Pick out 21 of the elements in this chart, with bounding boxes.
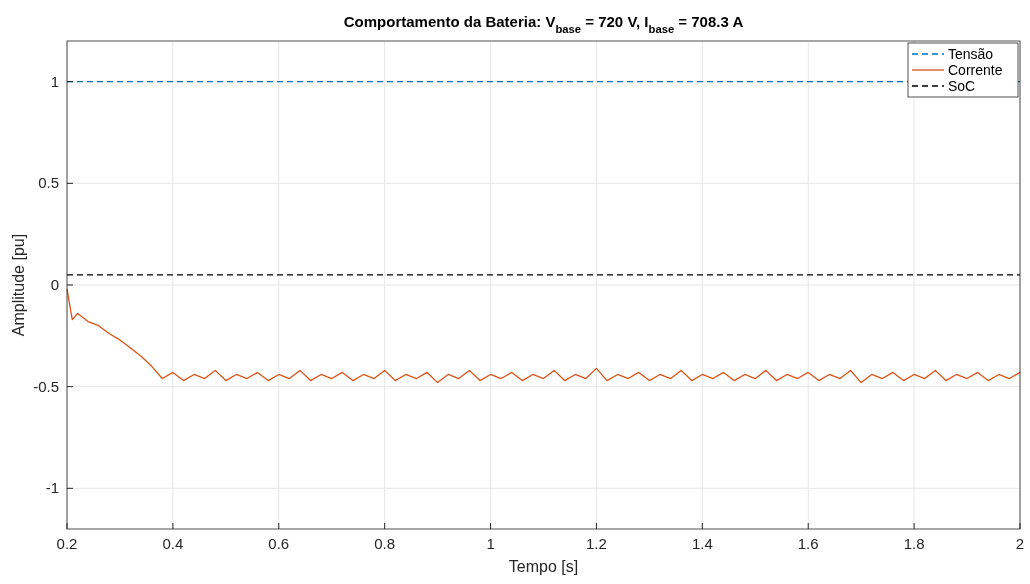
x-tick-label: 1.8 <box>903 535 925 552</box>
x-tick-label: 0.2 <box>56 535 78 552</box>
x-tick-label: 1 <box>486 535 495 552</box>
x-axis-title: Tempo [s] <box>508 558 579 575</box>
legend-label: Corrente <box>948 62 1003 78</box>
y-tick-label: 0 <box>50 276 59 293</box>
x-tick-label: 0.4 <box>162 535 184 552</box>
x-tick-label: 1.4 <box>691 535 713 552</box>
x-tick-label: 2 <box>1015 535 1025 552</box>
y-tick-label: -1 <box>45 479 59 497</box>
y-axis-title: Amplitude [pu] <box>10 233 27 337</box>
chart-title: Comportamento da Bateria: V$_{base}$ = 720 V, I$_{base}$ = 708.3 A <box>343 13 744 35</box>
y-tick-label: 1 <box>50 72 59 90</box>
x-tick-label: 1.2 <box>586 535 607 552</box>
legend-label: Tensão <box>948 46 994 62</box>
legend-label: SoC <box>948 78 976 94</box>
x-tick-label: 0.8 <box>374 535 396 552</box>
y-tick-label: 0.5 <box>38 174 59 192</box>
x-tick-label: 1.6 <box>797 535 819 552</box>
x-tick-label: 0.6 <box>268 535 290 552</box>
y-tick-label: -0.5 <box>33 377 59 395</box>
